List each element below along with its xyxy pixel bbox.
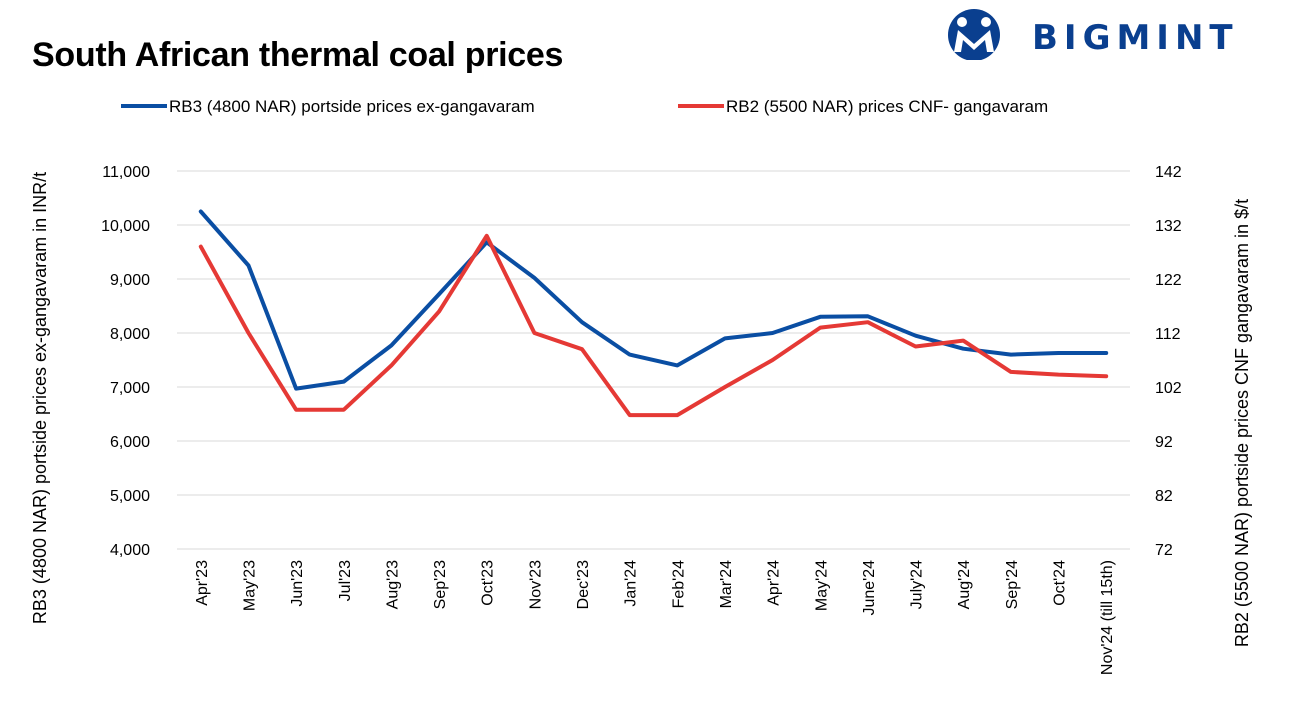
y-left-tick-label: 4,000 [110,542,150,559]
y-right-tick-label: 82 [1155,488,1173,505]
y-right-tick-label: 142 [1155,164,1182,181]
x-tick-label: Nov'24 (till 15th) [1099,560,1116,675]
chart-title: South African thermal coal prices [32,36,564,74]
y-left-tick-label: 10,000 [101,218,150,235]
x-tick-label: Aug'24 [956,560,973,609]
x-tick-label: Mar'24 [718,560,735,609]
x-tick-label: Apr'23 [194,560,211,606]
y-left-tick-label: 9,000 [110,272,150,289]
y-right-tick-label: 132 [1155,218,1182,235]
x-tick-label: Feb'24 [670,560,687,609]
logo-emblem-icon [948,9,1000,61]
y-left-tick-label: 6,000 [110,434,150,451]
y-left-axis-title: RB3 (4800 NAR) portside prices ex-gangav… [30,172,50,624]
y-right-tick-label: 102 [1155,380,1182,397]
y-right-tick-label: 122 [1155,272,1182,289]
series-line-rb2 [198,233,1109,418]
logo-text: BIGMINT [1032,18,1239,58]
x-tick-label: Apr'24 [766,560,783,606]
x-tick-label: May'23 [241,560,258,611]
y-left-tick-label: 8,000 [110,326,150,343]
y-right-axis-title: RB2 (5500 NAR) portside prices CNF ganga… [1232,199,1252,647]
x-tick-label: Aug'23 [384,560,401,609]
x-tick-label: May'24 [813,560,830,611]
x-tick-label: Oct'23 [480,560,497,606]
x-tick-label: June'24 [861,560,878,616]
bigmint-logo: BIGMINT [944,8,1294,61]
x-tick-label: Oct'24 [1052,560,1069,606]
x-tick-label: July'24 [909,560,926,609]
y-right-tick-label: 72 [1155,542,1173,559]
legend-label: RB2 (5500 NAR) prices CNF- gangavaram [726,97,1048,116]
x-tick-label: Jun'23 [289,560,306,607]
series-line-rb3 [198,209,1109,391]
y-left-tick-label: 11,000 [102,164,150,181]
y-right-tick-label: 92 [1155,434,1173,451]
y-right-tick-label: 112 [1155,326,1181,343]
x-tick-label: Sep'24 [1004,560,1021,609]
x-tick-label: Jul'23 [337,560,354,601]
x-tick-label: Dec'23 [575,560,592,609]
y-left-tick-label: 7,000 [110,380,150,397]
x-tick-label: Nov'23 [527,560,544,609]
y-left-tick-label: 5,000 [110,488,150,505]
legend-label: RB3 (4800 NAR) portside prices ex-gangav… [169,97,535,116]
x-tick-label: Sep'23 [432,560,449,609]
x-tick-label: Jan'24 [623,560,640,607]
